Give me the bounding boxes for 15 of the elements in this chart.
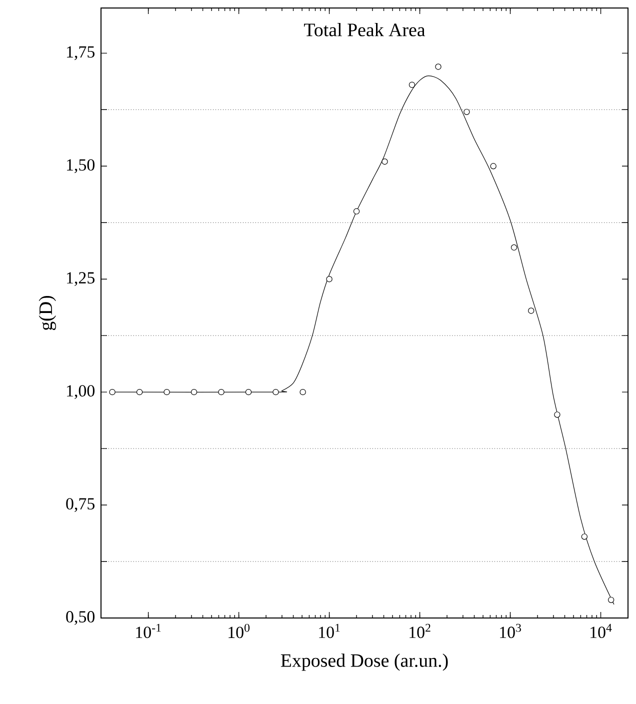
x-tick-label: 10$^{1}$ — [319, 624, 340, 638]
x-tick-label: 10$^{2}$ — [410, 624, 430, 638]
y-tick-label: 1,00 — [67, 385, 95, 400]
y-tick-label: 1,75 — [67, 46, 94, 60]
x-tick-label: 10$^{4}$ — [590, 624, 612, 638]
y-tick-label: 0,75 — [66, 498, 94, 512]
y-tick-label: 0,50 — [66, 611, 95, 625]
y-tick-label: 1,25 — [67, 272, 94, 286]
x-tick-label: 10$^{3}$ — [500, 624, 521, 638]
x-tick-label: 10$^{0}$ — [228, 624, 250, 638]
x-axis-title: Exposed Dose (ar.un.) — [280, 654, 448, 671]
y-axis-title: g(D) — [38, 296, 56, 330]
y-tick-label: 1,50 — [67, 159, 95, 174]
text: Total Peak Area — [304, 22, 426, 36]
x-tick-label: 10$^{-1}$ — [136, 624, 161, 638]
